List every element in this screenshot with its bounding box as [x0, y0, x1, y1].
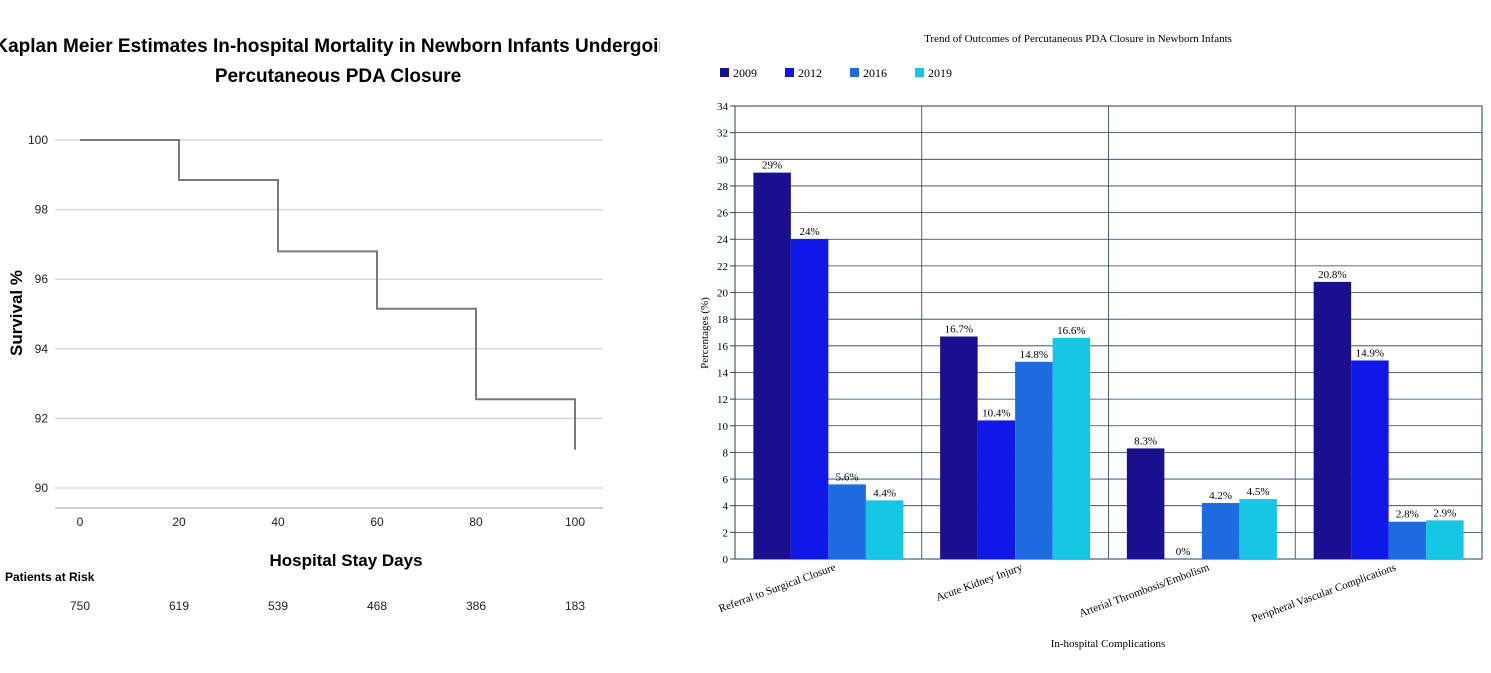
bar-y-tick-label: 28: [717, 181, 729, 193]
bar-x-axis-label: In-hospital Complications: [1051, 638, 1166, 650]
km-risk-value: 183: [565, 599, 585, 613]
km-y-tick-label: 92: [35, 411, 49, 425]
km-grid: [55, 139, 603, 489]
km-x-tick-label: 40: [271, 515, 285, 529]
legend-label-2012: 2012: [798, 66, 822, 80]
bar-y-axis-label: Percentages (%): [699, 297, 711, 369]
bar-y-tick-label: 8: [723, 447, 729, 459]
bar-data-label: 4.2%: [1209, 490, 1232, 502]
bar-data-labels: 29% 16.7% 8.3% 20.8% 24% 10.4% 0% 14.9% 5.6% 14.8…: [762, 160, 1456, 558]
km-y-ticks: 90 92 94 96 98 100: [28, 133, 48, 495]
bar-y-tick-label: 20: [717, 288, 729, 300]
km-x-tick-label: 20: [172, 515, 186, 529]
bar-2009-3: [1313, 281, 1352, 559]
bar-y-tick-label: 16: [717, 341, 729, 353]
bar-y-tick-label: 4: [723, 501, 729, 513]
bar-data-label: 16.7%: [945, 323, 973, 335]
bar-2009-2: [1126, 448, 1165, 559]
bar-y-tick-label: 30: [717, 154, 729, 166]
bar-data-label: 4.4%: [873, 487, 896, 499]
km-x-tick-label: 60: [370, 515, 384, 529]
bar-2019-1: [1052, 337, 1091, 559]
km-title-line-1: Kaplan Meier Estimates In-hospital Morta…: [0, 36, 660, 57]
legend-swatch-2019: [915, 68, 924, 77]
bar-data-label: 8.3%: [1134, 435, 1157, 447]
km-x-tick-label: 0: [77, 515, 84, 529]
bar-y-tick-label: 10: [717, 421, 729, 433]
bar-y-tick-label: 18: [717, 314, 729, 326]
bar-y-tick-label: 26: [717, 208, 729, 220]
bar-category-label: Acute Kidney Injury: [935, 561, 1025, 604]
bar-data-label: 14.9%: [1356, 347, 1384, 359]
bar-y-tick-label: 2: [723, 527, 729, 539]
bar-category-label: Referral to Surgical Closure: [717, 562, 837, 616]
legend-swatch-2016: [850, 68, 859, 77]
bar-2012-0: [790, 239, 829, 559]
bar-y-tick-label: 6: [723, 474, 729, 486]
km-x-axis-label: Hospital Stay Days: [269, 551, 422, 570]
km-y-tick-label: 96: [35, 272, 49, 286]
km-risk-value: 619: [169, 599, 189, 613]
bar-2019-2: [1239, 499, 1277, 559]
km-x-tick-label: 80: [469, 515, 483, 529]
outcomes-bar-chart: Trend of Outcomes of Percutaneous PDA Cl…: [699, 33, 1483, 650]
bar-y-tick-label: 32: [717, 128, 728, 140]
bar-data-label: 2.9%: [1433, 507, 1456, 519]
km-risk-table: 750 619 539 468 386 183: [70, 599, 585, 613]
bar-2012-1: [977, 420, 1016, 559]
bar-data-label: 10.4%: [982, 407, 1010, 419]
bar-data-label: 24%: [800, 226, 820, 238]
bar-data-label: 2.8%: [1396, 509, 1419, 521]
bar-category-labels: Referral to Surgical Closure Acute Kidney…: [717, 561, 1397, 625]
km-y-tick-label: 94: [35, 342, 49, 356]
legend-swatch-2009: [720, 68, 729, 77]
km-title-line-2: Percutaneous PDA Closure: [215, 66, 461, 87]
bar-y-tick-label: 24: [717, 234, 729, 246]
bar-data-label: 16.6%: [1057, 325, 1085, 337]
bar-data-label: 14.8%: [1020, 349, 1048, 361]
bar-2009-0: [753, 172, 791, 559]
km-x-ticks: 0 20 40 60 80 100: [77, 515, 586, 529]
km-y-axis-label: Survival %: [7, 270, 26, 356]
bar-data-label: 5.6%: [836, 471, 859, 483]
kaplan-meier-chart: Kaplan Meier Estimates In-hospital Morta…: [0, 36, 660, 613]
bar-2016-2: [1201, 503, 1240, 559]
km-survival-curve: [80, 139, 576, 450]
km-risk-value: 468: [367, 599, 387, 613]
bar-2019-3: [1426, 520, 1464, 559]
bar-data-label: 20.8%: [1318, 269, 1346, 281]
bar-y-tick-label: 0: [723, 554, 729, 566]
legend-label-2019: 2019: [928, 66, 952, 80]
bar-y-tick-label: 14: [717, 367, 729, 379]
km-risk-table-title: Patients at Risk: [5, 570, 95, 584]
km-risk-value: 750: [70, 599, 90, 613]
bar-bars: [753, 172, 1464, 559]
bar-category-label: Peripheral Vascular Complications: [1250, 562, 1397, 625]
bar-data-label: 0%: [1176, 546, 1191, 558]
bar-2016-3: [1388, 521, 1427, 559]
bar-y-tick-label: 22: [717, 261, 728, 273]
bar-2016-0: [828, 484, 866, 559]
legend-label-2009: 2009: [733, 66, 757, 80]
km-risk-value: 386: [466, 599, 486, 613]
bar-legend: 2009 2012 2016 2019: [720, 66, 952, 80]
bar-data-label: 4.5%: [1247, 486, 1270, 498]
bar-y-tick-label: 12: [717, 394, 728, 406]
legend-swatch-2012: [785, 68, 794, 77]
km-y-tick-label: 90: [35, 481, 49, 495]
bar-category-label: Arterial Thrombosis/Embolism: [1078, 561, 1212, 619]
bar-2012-3: [1351, 360, 1389, 559]
km-risk-value: 539: [268, 599, 288, 613]
km-y-tick-label: 100: [28, 133, 48, 147]
km-x-tick-label: 100: [565, 515, 585, 529]
bar-y-tick-label: 34: [717, 101, 729, 113]
bar-data-label: 29%: [762, 160, 782, 172]
bar-title: Trend of Outcomes of Percutaneous PDA Cl…: [924, 33, 1232, 45]
km-y-tick-label: 98: [35, 203, 49, 217]
bar-2009-1: [940, 336, 978, 559]
legend-label-2016: 2016: [863, 66, 887, 80]
bar-2019-0: [865, 500, 904, 559]
bar-2016-1: [1015, 361, 1053, 559]
